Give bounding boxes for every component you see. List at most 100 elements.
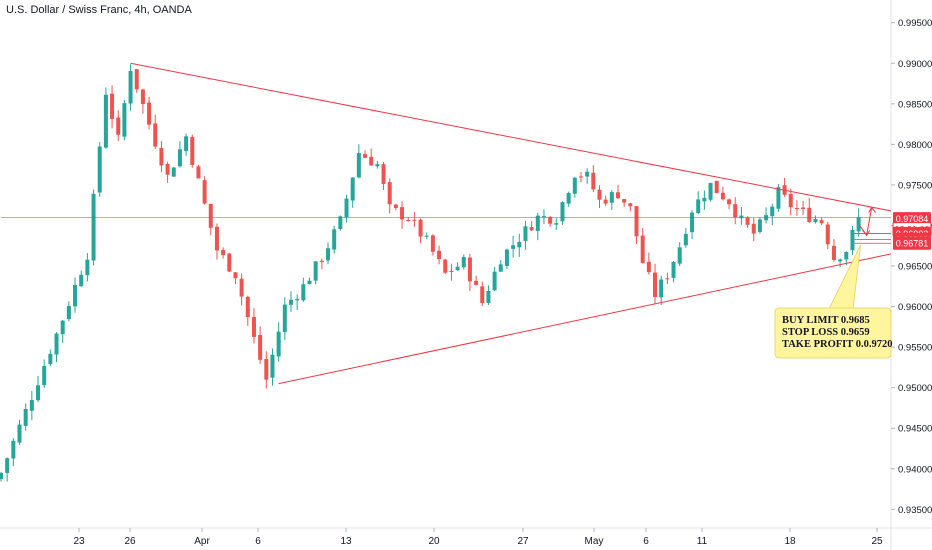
candle-body xyxy=(646,261,651,273)
candle-body xyxy=(523,226,528,241)
candle-body xyxy=(159,147,164,166)
trendline-upper[interactable] xyxy=(130,62,892,212)
candle-body xyxy=(116,117,121,135)
candle-body xyxy=(474,280,479,285)
y-tick-label: 0.99000 xyxy=(898,59,932,70)
candle-body xyxy=(813,219,818,223)
x-tick-label: 13 xyxy=(340,536,352,547)
candle-body xyxy=(517,241,522,248)
callout-line: STOP LOSS 0.9659 xyxy=(782,327,870,338)
candle-body xyxy=(400,207,405,220)
candle-body xyxy=(653,272,658,297)
candle-body xyxy=(264,359,269,380)
candle-body xyxy=(97,146,102,193)
y-tick-label: 0.98500 xyxy=(898,99,932,110)
x-tick-label: 6 xyxy=(255,536,261,547)
candle-body xyxy=(0,472,3,480)
x-tick-label: 20 xyxy=(428,536,440,547)
candle-body xyxy=(110,93,115,119)
candle-body xyxy=(122,103,127,137)
candle-body xyxy=(671,261,676,278)
candle-body xyxy=(838,259,843,262)
price-label-box xyxy=(893,236,931,250)
candle-body xyxy=(498,264,503,272)
candle-body xyxy=(251,317,256,337)
candle-body xyxy=(622,199,627,203)
candle-body xyxy=(319,260,324,263)
candle-body xyxy=(60,320,65,335)
candle-body xyxy=(794,208,799,210)
candle-body xyxy=(819,220,824,224)
candle-body xyxy=(541,216,546,218)
candle-body xyxy=(443,259,448,273)
candle-body xyxy=(733,204,738,218)
candle-body xyxy=(770,206,775,217)
candle-body xyxy=(609,192,614,203)
candle-body xyxy=(727,199,732,205)
candle-body xyxy=(233,272,238,279)
candle-body xyxy=(134,69,139,90)
candle-body xyxy=(603,199,608,204)
candle-body xyxy=(23,408,28,426)
candle-body xyxy=(430,235,435,252)
price-labels: 0.9708403:21:030.969020.968290.96781 xyxy=(892,212,932,250)
candle-body xyxy=(17,424,22,443)
candle-body xyxy=(714,180,719,193)
candle-body xyxy=(295,298,300,301)
y-tick-label: 0.96500 xyxy=(898,262,932,273)
candle-body xyxy=(245,296,250,318)
candles xyxy=(0,64,861,482)
candle-body xyxy=(461,256,466,268)
candle-body xyxy=(239,278,244,297)
x-tick-label: 6 xyxy=(643,536,649,547)
candle-body xyxy=(801,207,806,209)
x-tick-label: 27 xyxy=(517,536,529,547)
callout-box[interactable] xyxy=(774,307,892,359)
chart-title: U.S. Dollar / Swiss Franc, 4h, OANDA xyxy=(6,4,192,16)
candle-body xyxy=(153,123,158,147)
candle-body xyxy=(455,266,460,271)
candle-body xyxy=(140,89,145,105)
candle-body xyxy=(363,154,368,158)
price-label: 0.97084 xyxy=(896,214,929,224)
candle-body xyxy=(739,215,744,219)
candle-body xyxy=(288,299,293,305)
x-tick-label: 25 xyxy=(871,536,883,547)
candle-body xyxy=(807,207,812,222)
candle-body xyxy=(745,217,750,225)
candle-body xyxy=(677,247,682,264)
candle-body xyxy=(437,250,442,260)
candle-body xyxy=(338,216,343,230)
candle-body xyxy=(177,149,182,167)
candle-body xyxy=(504,249,509,267)
candle-body xyxy=(566,193,571,204)
x-tick-label: May xyxy=(585,536,604,547)
x-tick-label: Apr xyxy=(194,536,210,547)
candle-body xyxy=(844,252,849,260)
candle-body xyxy=(42,366,47,386)
trendline-lower[interactable] xyxy=(278,253,892,385)
candle-body xyxy=(165,163,170,175)
trendlines xyxy=(1,62,892,385)
candle-body xyxy=(54,333,59,355)
candle-body xyxy=(208,203,213,228)
candle-body xyxy=(529,227,534,231)
candle-body xyxy=(29,399,34,411)
candle-body xyxy=(270,354,275,378)
candle-body xyxy=(412,219,417,221)
candle-body xyxy=(171,167,176,177)
candle-body xyxy=(424,235,429,237)
candle-body xyxy=(640,235,645,263)
candle-body xyxy=(258,335,263,360)
candle-body xyxy=(307,280,312,285)
candle-body xyxy=(659,279,664,298)
candle-body xyxy=(467,257,472,282)
candle-body xyxy=(511,245,516,249)
y-tick-label: 0.99500 xyxy=(898,18,932,29)
candle-body xyxy=(184,136,189,152)
candle-body xyxy=(202,180,207,204)
candle-body xyxy=(393,204,398,209)
y-tick-label: 0.95500 xyxy=(898,343,932,354)
candle-body xyxy=(751,223,756,234)
